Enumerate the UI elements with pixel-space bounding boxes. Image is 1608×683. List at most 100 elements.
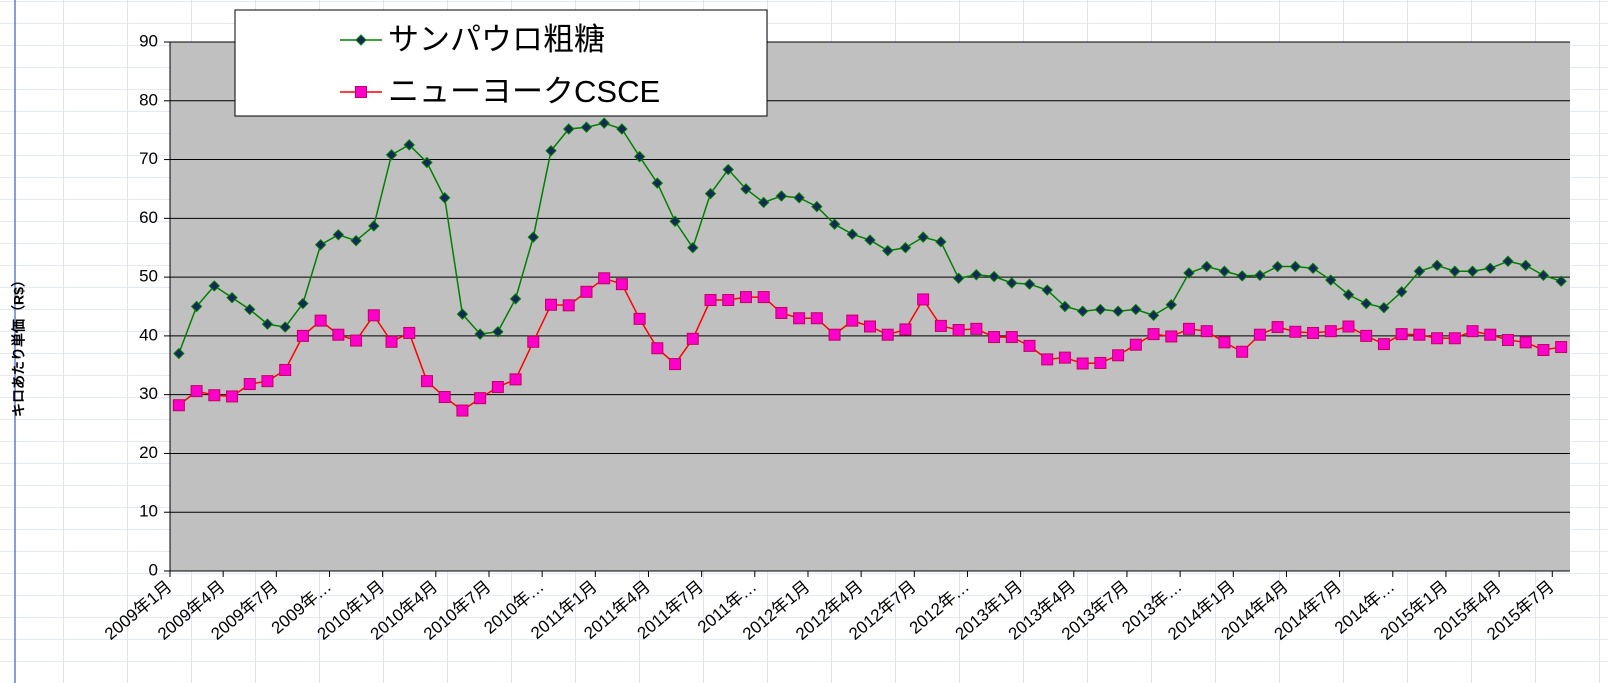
y-tick-label: 10 [139,502,158,521]
marker [243,378,256,391]
marker [1023,278,1036,290]
marker [881,328,894,341]
marker [438,391,451,404]
marker [970,322,983,335]
marker [1484,262,1496,275]
marker [1094,356,1107,369]
marker [669,358,682,371]
marker [562,299,575,312]
y-tick-label: 0 [149,560,158,579]
marker [1431,332,1444,345]
marker [1449,265,1461,277]
marker [1023,339,1036,352]
marker [864,320,876,333]
marker [1537,269,1550,282]
marker [598,272,611,285]
marker [1165,330,1178,343]
marker [1431,259,1443,272]
legend-label: ニューヨークCSCE [388,74,660,109]
y-tick-label: 80 [139,90,158,109]
marker [244,303,256,316]
marker [934,319,947,332]
marker [403,139,415,151]
y-tick-label: 60 [139,208,158,227]
legend-label: サンパウロ粗糖 [388,22,605,57]
marker [545,298,558,311]
y-tick-label: 70 [139,149,158,168]
marker [1059,300,1071,313]
marker [757,291,770,304]
marker [545,145,557,157]
marker [1058,351,1071,364]
marker [651,342,664,355]
marker [491,381,504,394]
marker [616,123,628,135]
marker [651,177,664,189]
marker [1271,321,1284,334]
marker [1395,286,1408,298]
marker [598,117,610,129]
legend-box [234,9,768,117]
marker [1555,275,1567,287]
marker [704,294,717,307]
marker [757,196,770,209]
marker [208,389,221,402]
y-tick-label: 30 [139,384,158,403]
marker [474,392,487,405]
marker [580,121,593,133]
marker [1413,265,1426,277]
marker [173,347,185,360]
marker [1041,284,1053,296]
marker [686,332,699,345]
y-tick-label: 20 [139,443,158,462]
legend-marker [355,86,367,98]
y-axis-title: キロあたり単価（R$） [11,273,27,417]
marker [1413,328,1426,341]
legend-marker [355,34,367,46]
marker [1130,303,1142,316]
marker [385,149,398,161]
marker [970,269,983,281]
marker [1201,260,1213,273]
marker [846,228,858,240]
marker [935,236,947,248]
marker [1006,277,1018,289]
marker [775,190,788,202]
marker [332,229,345,241]
marker [1182,322,1195,335]
marker [527,231,539,243]
marker [1342,289,1355,301]
marker [1076,305,1089,317]
marker [1183,267,1195,279]
marker [1129,338,1142,351]
marker [882,244,894,257]
marker [952,324,965,337]
marker [456,308,469,320]
marker [226,390,239,403]
marker [580,285,593,298]
marker [332,328,345,341]
marker [633,312,646,325]
marker [810,312,823,325]
marker [1307,326,1320,339]
marker [1112,305,1124,317]
marker [403,326,416,339]
marker [1200,325,1213,338]
marker [633,150,646,163]
marker [917,231,929,243]
marker [1555,341,1568,354]
marker [279,321,291,333]
marker [722,294,735,307]
marker [563,123,575,135]
marker [1448,332,1461,345]
marker [864,234,876,246]
marker [368,220,380,232]
marker [1147,309,1160,322]
marker [687,242,699,254]
marker [1324,325,1337,338]
marker [1005,331,1018,344]
marker [740,183,752,195]
marker [1484,328,1497,341]
marker [1325,274,1337,286]
